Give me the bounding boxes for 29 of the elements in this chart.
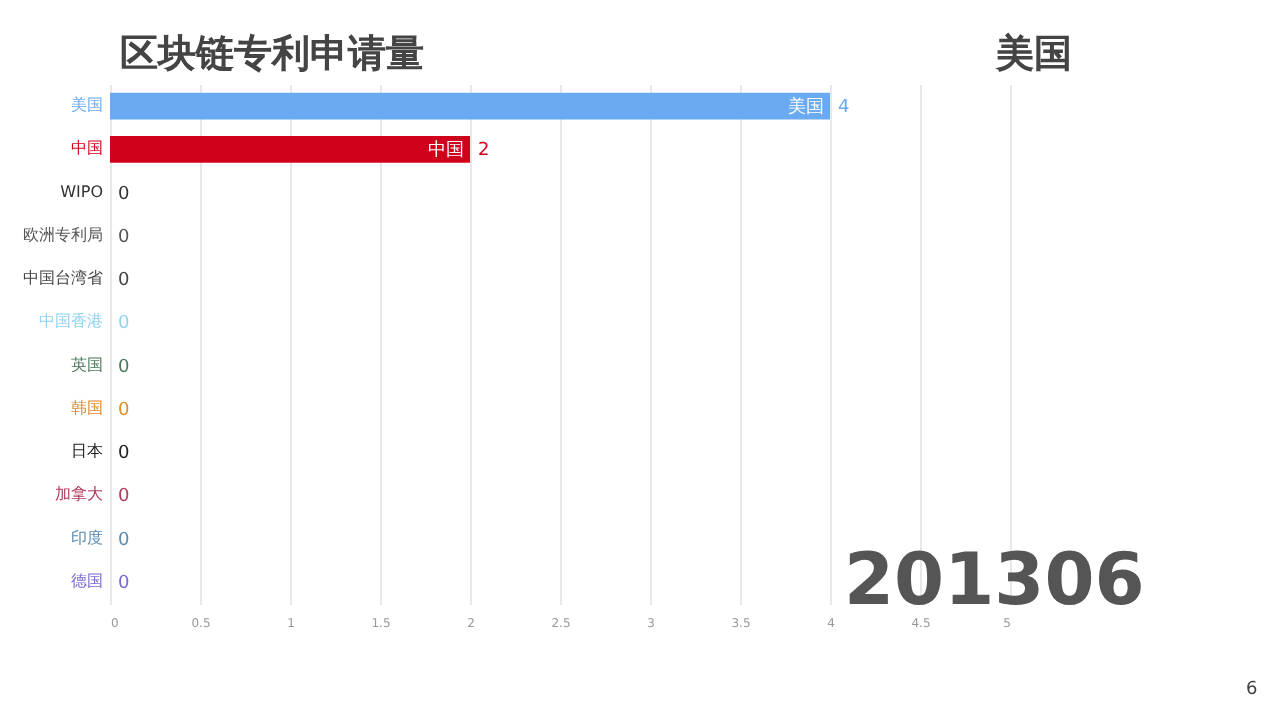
y-tick-label: 印度	[71, 528, 103, 547]
data-label: 0	[118, 400, 130, 421]
data-label: 0	[118, 227, 130, 248]
data-label: 0	[118, 357, 130, 378]
data-label: 0	[118, 487, 130, 508]
y-tick-label: 加拿大	[55, 485, 103, 504]
y-tick-label: 韩国	[71, 398, 103, 417]
data-label: 0	[118, 184, 130, 205]
chart-title: 区块链专利申请量	[120, 30, 424, 80]
data-label: 2	[478, 141, 490, 162]
text: 6	[1246, 680, 1258, 700]
data-label: 0	[118, 573, 130, 594]
data-label: 0	[118, 314, 130, 335]
data-label: 4	[838, 98, 850, 119]
text: 美国	[996, 30, 1072, 80]
data-label: 0	[118, 530, 130, 551]
category-label: 美国	[788, 98, 824, 119]
y-tick-label: WIPO	[60, 182, 103, 201]
y-tick-label: 美国	[71, 96, 103, 115]
y-tick-label: 英国	[71, 355, 103, 374]
y-tick-label: 日本	[71, 442, 103, 461]
y-tick-label: 欧洲专利局	[23, 225, 103, 244]
y-tick-label: 中国台湾省	[23, 269, 103, 288]
y-tick-label: 中国	[71, 139, 103, 158]
y-tick-label: 德国	[71, 571, 103, 590]
category-label: 中国	[428, 141, 464, 162]
data-label: 0	[118, 444, 130, 465]
data-label: 0	[118, 271, 130, 292]
y-tick-label: 中国香港	[39, 312, 103, 331]
